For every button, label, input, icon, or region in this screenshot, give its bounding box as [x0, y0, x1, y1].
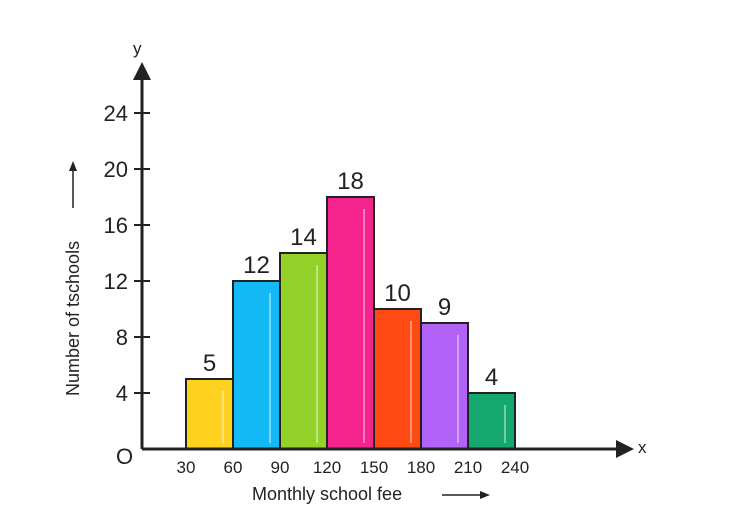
x-tick-label: 180 — [407, 458, 435, 477]
bar-value-label: 12 — [243, 252, 270, 279]
x-axis-title-arrow-icon — [480, 491, 490, 499]
bar — [467, 392, 516, 450]
bar-value-label: 4 — [485, 364, 498, 391]
bar — [279, 252, 328, 450]
x-tick-label: 150 — [360, 458, 388, 477]
x-tick-label: 60 — [224, 458, 243, 477]
bar — [326, 196, 375, 450]
origin-label: O — [116, 444, 133, 469]
bar — [420, 322, 469, 450]
x-tick-label: 210 — [454, 458, 482, 477]
x-axis-arrow-icon — [616, 440, 634, 458]
x-tick-label: 120 — [313, 458, 341, 477]
y-axis-arrow-icon — [133, 62, 151, 80]
y-tick-label: 12 — [104, 269, 128, 294]
bar-value-label: 9 — [438, 294, 451, 321]
x-tick-label: 240 — [501, 458, 529, 477]
y-axis-title: Number of tschools — [63, 241, 83, 396]
bar-value-label: 18 — [337, 168, 364, 195]
x-axis-letter: x — [638, 438, 647, 457]
bars-group — [185, 196, 516, 450]
bar — [185, 378, 234, 450]
bar-value-label: 14 — [290, 224, 317, 251]
y-tick-label: 24 — [104, 101, 128, 126]
y-tick-label: 20 — [104, 157, 128, 182]
x-axis-title: Monthly school fee — [252, 484, 402, 504]
y-tick-label: 4 — [116, 381, 128, 406]
y-tick-label: 16 — [104, 213, 128, 238]
bar — [373, 308, 422, 450]
bar-labels-group: 5 12 14 18 10 9 4 — [203, 168, 498, 391]
y-axis-letter: y — [133, 39, 142, 58]
x-tick-label: 90 — [271, 458, 290, 477]
x-tick-label: 30 — [177, 458, 196, 477]
bar — [232, 280, 281, 450]
y-axis-title-arrow-icon — [69, 161, 77, 171]
bar-value-label: 5 — [203, 350, 216, 377]
x-ticks-group: 30 60 90 120 150 180 210 240 — [177, 458, 530, 477]
y-tick-label: 8 — [116, 325, 128, 350]
bar-value-label: 10 — [384, 280, 411, 307]
y-ticks-group: 4 8 12 16 20 24 — [104, 101, 150, 406]
